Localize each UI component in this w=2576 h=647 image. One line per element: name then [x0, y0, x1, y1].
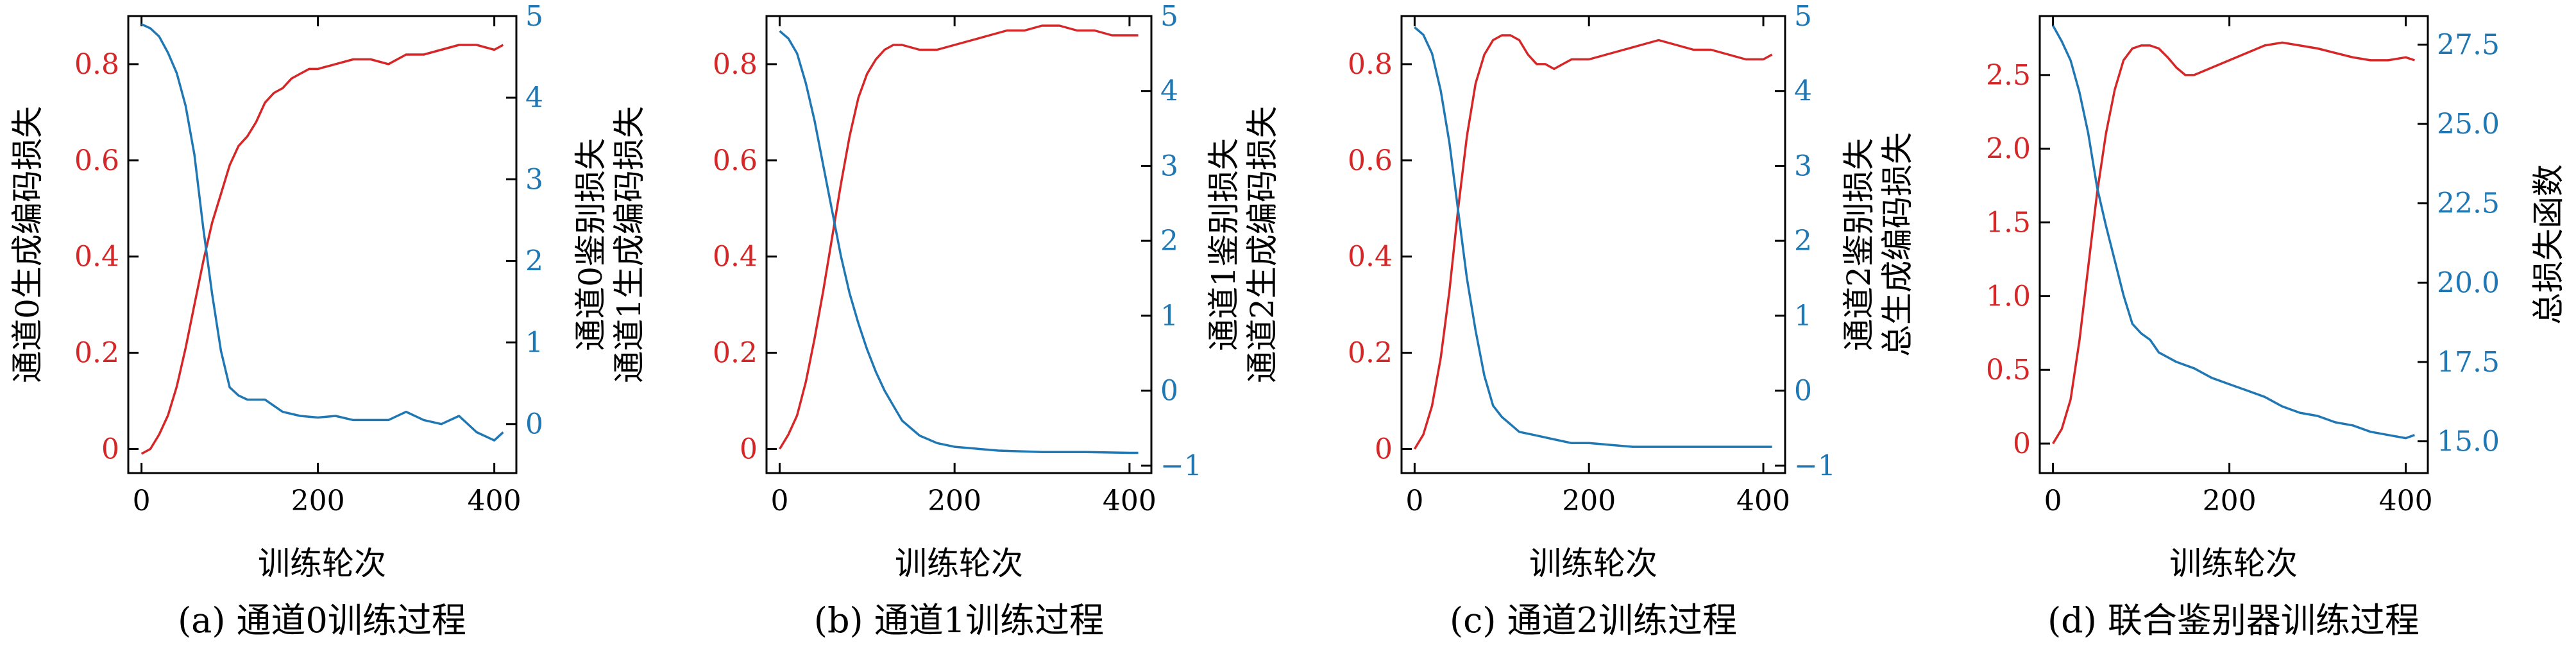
- right-tick-label-a-2: 2: [525, 245, 543, 277]
- left-series-line-d: [2052, 41, 2415, 445]
- right-tick-label-c-6: 5: [1794, 0, 1812, 33]
- x-tick-label-c-2: 400: [1736, 485, 1790, 517]
- right-tick-label-c-5: 4: [1794, 75, 1812, 108]
- left-tick-label-d-2: 1.0: [1986, 280, 2031, 313]
- right-tick-label-b-6: 5: [1160, 0, 1178, 33]
- x-axis-title-d: 训练轮次: [2169, 545, 2298, 582]
- panel-b: 0 200 400 0 0.2 0.4 0.6 0.8 −1 0 1 2 3 4 5 训练轮次 通道1鉴别损…: [713, 0, 1281, 641]
- left-tick-label-a-4: 0.8: [74, 48, 119, 81]
- left-tick-label-c-3: 0.6: [1348, 144, 1393, 177]
- panel-d: 0 200 400 0 0.5 1.0 1.5 2.0 2.5 15.0 17.5 20.0 22.5 2…: [1986, 15, 2567, 641]
- right-axis-title-c-1: 通道2鉴别损失: [1840, 138, 1877, 351]
- right-axis-title-b-1: 通道1鉴别损失: [1205, 138, 1242, 351]
- left-series-line-b: [779, 24, 1139, 450]
- left-tick-label-c-2: 0.4: [1348, 241, 1393, 273]
- right-series-line-c: [1414, 26, 1772, 448]
- right-tick-label-b-4: 3: [1160, 150, 1178, 182]
- plot-marks-c: 0 200 400 0 0.2 0.4 0.6 0.8 −1 0 1 2 3 4 5: [1348, 0, 1836, 517]
- right-tick-label-a-4: 4: [525, 82, 543, 114]
- right-tick-label-d-3: 22.5: [2437, 187, 2500, 220]
- right-tick-label-a-0: 0: [525, 408, 543, 441]
- left-tick-label-d-0: 0: [2013, 427, 2031, 460]
- right-axis-title-d-1: 总损失函数: [2530, 164, 2567, 325]
- right-tick-label-a-1: 1: [525, 327, 543, 359]
- right-axis-title-b-2: 通道2生成编码损失: [1244, 106, 1281, 383]
- x-tick-label-d-2: 400: [2379, 485, 2433, 517]
- right-tick-label-c-1: 0: [1794, 375, 1812, 408]
- left-tick-label-d-5: 2.5: [1986, 59, 2031, 92]
- right-series-line-a: [140, 23, 504, 442]
- left-series-line-a: [140, 44, 504, 455]
- left-series-line-c: [1413, 34, 1773, 450]
- right-tick-label-d-5: 27.5: [2437, 29, 2500, 62]
- right-tick-label-b-3: 2: [1160, 225, 1178, 257]
- panel-c: 0 200 400 0 0.2 0.4 0.6 0.8 −1 0 1 2 3 4 5 训练轮次 通道2鉴别损…: [1348, 0, 1916, 641]
- x-tick-label-a-0: 0: [133, 485, 151, 517]
- right-tick-label-c-0: −1: [1794, 449, 1836, 482]
- x-axis-title-b: 训练轮次: [895, 545, 1023, 582]
- left-tick-label-a-0: 0: [101, 433, 119, 466]
- left-tick-label-a-3: 0.6: [74, 144, 119, 177]
- right-tick-label-d-4: 25.0: [2437, 108, 2500, 141]
- left-tick-label-c-4: 0.8: [1348, 48, 1393, 81]
- right-tick-label-b-2: 1: [1160, 300, 1178, 332]
- x-tick-label-b-0: 0: [770, 485, 788, 517]
- right-axis-title-a-2: 通道1生成编码损失: [611, 106, 648, 383]
- x-tick-label-b-2: 400: [1103, 485, 1157, 517]
- right-tick-label-a-5: 5: [525, 0, 543, 33]
- left-tick-label-b-1: 0.2: [713, 337, 758, 370]
- caption-d: (d) 联合鉴别器训练过程: [2047, 600, 2419, 641]
- left-tick-label-a-2: 0.4: [74, 241, 119, 273]
- right-tick-label-c-4: 3: [1794, 150, 1812, 182]
- x-tick-label-d-1: 200: [2203, 485, 2257, 517]
- right-tick-label-a-3: 3: [525, 163, 543, 196]
- left-tick-label-a-1: 0.2: [74, 337, 119, 370]
- plot-frame-d: [2038, 15, 2429, 474]
- left-tick-label-d-1: 0.5: [1986, 354, 2031, 386]
- x-tick-label-b-1: 200: [928, 485, 981, 517]
- left-tick-label-d-4: 2.0: [1986, 133, 2031, 166]
- left-tick-label-c-0: 0: [1375, 433, 1393, 466]
- caption-c: (c) 通道2训练过程: [1450, 600, 1737, 641]
- right-tick-label-d-0: 15.0: [2437, 426, 2500, 458]
- x-tick-label-c-1: 200: [1562, 485, 1616, 517]
- left-tick-label-b-3: 0.6: [713, 144, 758, 177]
- plot-marks-b: 0 200 400 0 0.2 0.4 0.6 0.8 −1 0 1 2 3 4 5: [713, 0, 1202, 517]
- left-axis-title-a: 通道0生成编码损失: [9, 106, 46, 383]
- x-tick-label-a-2: 400: [468, 485, 521, 517]
- right-tick-label-d-1: 17.5: [2437, 346, 2500, 379]
- x-axis-title-a: 训练轮次: [258, 545, 386, 582]
- right-axis-title-a-1: 通道0鉴别损失: [572, 138, 609, 351]
- right-tick-label-d-2: 20.0: [2437, 266, 2500, 299]
- plot-frame-a: [127, 15, 518, 474]
- x-tick-label-c-0: 0: [1405, 485, 1423, 517]
- right-series-line-d: [2052, 24, 2415, 440]
- plot-frame-b: [765, 15, 1153, 474]
- plot-marks-a: 0 200 400 0 0.2 0.4 0.6 0.8 0 1 2 3 4 5: [74, 0, 543, 517]
- caption-b: (b) 通道1训练过程: [814, 600, 1104, 641]
- plot-frame-c: [1400, 15, 1786, 474]
- right-axis-title-c-2: 总生成编码损失: [1879, 132, 1916, 357]
- caption-a: (a) 通道0训练过程: [178, 600, 466, 641]
- x-axis-title-c: 训练轮次: [1529, 545, 1657, 582]
- right-tick-label-c-3: 2: [1794, 225, 1812, 257]
- left-tick-label-b-2: 0.4: [713, 241, 758, 273]
- right-series-line-b: [779, 30, 1139, 454]
- left-tick-label-c-1: 0.2: [1348, 337, 1393, 370]
- left-tick-label-d-3: 1.5: [1986, 207, 2031, 239]
- left-tick-label-b-4: 0.8: [713, 48, 758, 81]
- x-tick-label-a-1: 200: [291, 485, 345, 517]
- left-tick-label-b-0: 0: [740, 433, 758, 466]
- plot-marks-d: 0 200 400 0 0.5 1.0 1.5 2.0 2.5 15.0 17.5 20.0 22.5 2…: [1986, 16, 2500, 517]
- right-tick-label-b-0: −1: [1160, 449, 1202, 482]
- right-tick-label-c-2: 1: [1794, 300, 1812, 332]
- x-tick-label-d-0: 0: [2044, 485, 2062, 517]
- right-tick-label-b-5: 4: [1160, 75, 1178, 108]
- panel-a: 0 200 400 0 0.2 0.4 0.6 0.8 0 1 2 3 4 5 训练轮次 通道0生成编码损…: [9, 0, 648, 641]
- right-tick-label-b-1: 0: [1160, 375, 1178, 408]
